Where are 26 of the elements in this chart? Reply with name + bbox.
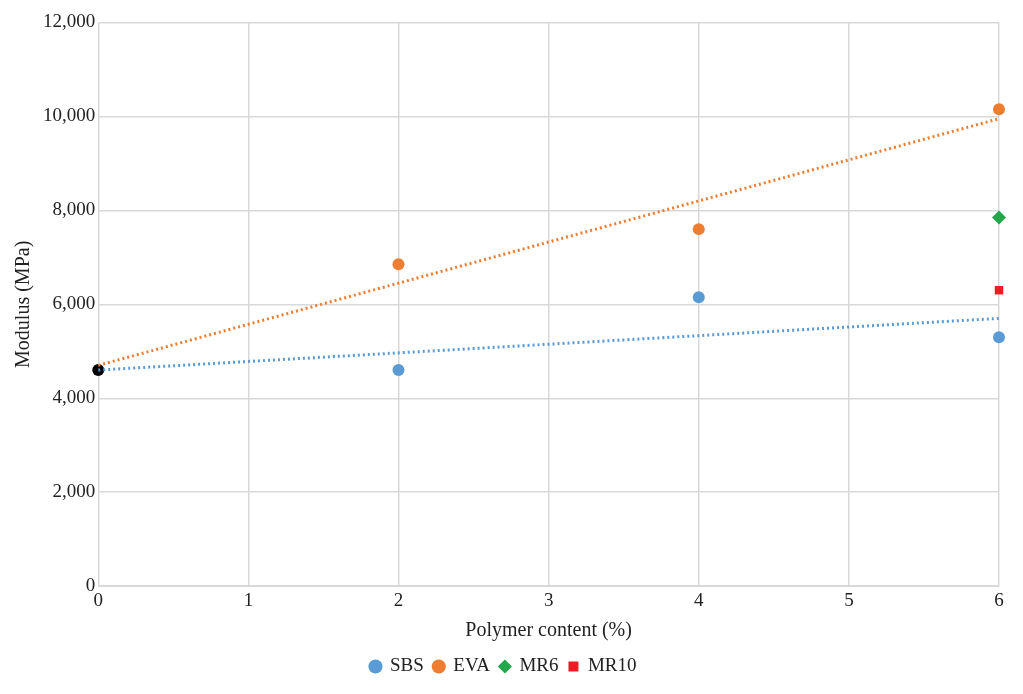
point — [993, 103, 1005, 116]
x-tick-label: 6 — [994, 588, 1004, 610]
y-tick-label: 0 — [85, 574, 96, 596]
legend-label: SBS — [389, 654, 424, 676]
x-tick-label: 2 — [393, 588, 404, 610]
point — [993, 331, 1005, 344]
y-tick-label: 6,000 — [52, 292, 96, 314]
x-axis-title: Polymer content (%) — [465, 618, 632, 642]
x-tick-label: 4 — [694, 588, 704, 610]
point — [692, 223, 705, 236]
y-tick-label: 12,000 — [43, 10, 96, 32]
x-tick-label: 1 — [243, 588, 254, 610]
y-tick-label: 8,000 — [52, 198, 96, 220]
legend-label: MR10 — [587, 654, 637, 676]
point — [692, 291, 705, 304]
y-tick-label: 4,000 — [52, 386, 96, 408]
x-tick-label: 3 — [543, 588, 554, 610]
point — [392, 364, 405, 377]
legend-label: MR6 — [519, 654, 559, 676]
y-tick-label: 10,000 — [43, 104, 96, 126]
y-axis-title: Modulus (MPa) — [11, 240, 35, 368]
y-tick-label: 2,000 — [52, 480, 96, 502]
point — [992, 210, 1006, 225]
point — [392, 258, 405, 271]
x-tick-label: 5 — [844, 588, 854, 610]
legend-label: EVA — [453, 654, 491, 676]
